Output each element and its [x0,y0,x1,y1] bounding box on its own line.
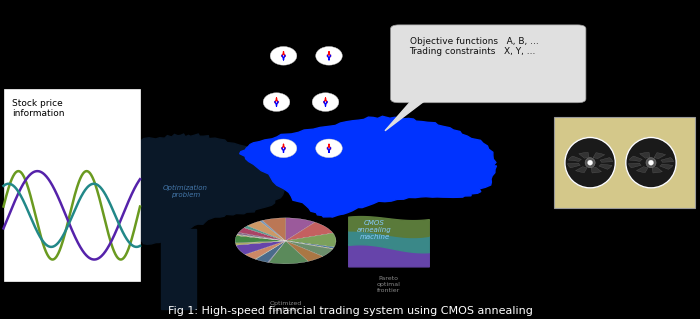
Wedge shape [568,156,582,161]
Ellipse shape [270,47,297,65]
Wedge shape [593,153,605,159]
Ellipse shape [270,139,297,158]
Wedge shape [256,241,286,262]
Ellipse shape [648,160,654,165]
Text: Pareto
optimal
frontier: Pareto optimal frontier [377,276,400,293]
Ellipse shape [263,93,290,111]
Wedge shape [659,164,673,169]
Wedge shape [598,164,612,169]
Wedge shape [236,241,286,255]
Wedge shape [237,235,286,241]
Wedge shape [286,241,332,256]
Wedge shape [286,222,333,241]
FancyBboxPatch shape [391,25,586,103]
Wedge shape [575,167,587,173]
Wedge shape [636,167,648,173]
Text: Objective functions   A, B, ...
Trading constraints   X, Y, ...: Objective functions A, B, ... Trading co… [410,37,538,56]
Wedge shape [286,241,333,249]
Text: CMOS
annealing
machine: CMOS annealing machine [357,220,392,240]
Wedge shape [654,153,666,159]
Polygon shape [239,116,496,217]
Wedge shape [286,218,315,241]
Text: Optimized
portfolio: Optimized portfolio [270,301,302,312]
Wedge shape [568,163,580,168]
Ellipse shape [316,139,342,158]
Wedge shape [244,226,286,241]
Wedge shape [239,228,286,241]
Polygon shape [385,99,427,131]
Text: Stock price
information: Stock price information [12,99,64,118]
Wedge shape [661,158,673,162]
Ellipse shape [585,158,595,168]
Wedge shape [255,241,286,259]
Wedge shape [269,241,308,264]
Ellipse shape [587,160,593,165]
Wedge shape [629,156,643,161]
Polygon shape [83,134,290,244]
Wedge shape [237,234,286,241]
Wedge shape [629,163,641,168]
Wedge shape [235,241,286,245]
Wedge shape [245,241,286,259]
Ellipse shape [312,93,339,111]
FancyBboxPatch shape [554,117,695,208]
Wedge shape [286,241,323,261]
Wedge shape [579,152,589,158]
Wedge shape [652,167,662,173]
Text: Fig 1: High-speed financial trading system using CMOS annealing: Fig 1: High-speed financial trading syst… [167,306,533,316]
Wedge shape [600,158,612,162]
Wedge shape [260,220,286,241]
Ellipse shape [565,137,615,188]
Polygon shape [161,229,196,308]
Wedge shape [640,152,650,158]
Wedge shape [591,167,601,173]
Wedge shape [286,241,334,249]
Text: Optimization
problem: Optimization problem [163,185,208,198]
Wedge shape [237,233,286,241]
Wedge shape [262,218,286,241]
FancyBboxPatch shape [4,89,140,281]
Ellipse shape [626,137,676,188]
Wedge shape [286,233,336,247]
Wedge shape [235,236,286,243]
Wedge shape [248,221,286,241]
Wedge shape [267,241,286,263]
Ellipse shape [646,158,656,168]
Ellipse shape [316,47,342,65]
